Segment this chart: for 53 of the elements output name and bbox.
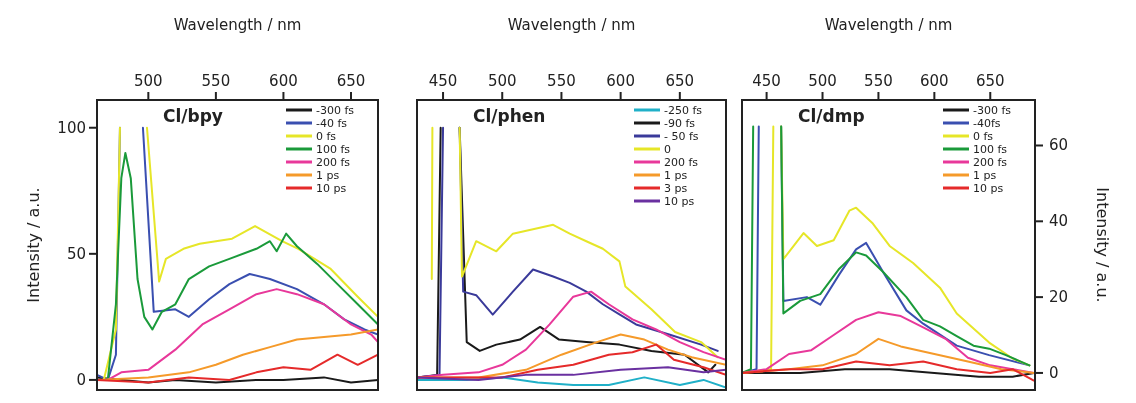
legend-label: 0 <box>664 143 671 156</box>
y-tick-label: 50 <box>66 244 86 263</box>
line-series <box>97 353 378 384</box>
legend-label: 200 fs <box>316 156 351 169</box>
y-tick-label: 100 <box>57 118 86 137</box>
legend-label: 100 fs <box>973 143 1008 156</box>
legend-label: 3 ps <box>664 182 688 195</box>
y2-tick-label: 20 <box>1049 288 1069 307</box>
y2-axis-title: Intensity / a.u. <box>1093 187 1112 303</box>
y2-tick-label: 60 <box>1049 136 1069 155</box>
x-tick-label: 650 <box>975 72 1005 90</box>
line-series <box>742 360 1035 382</box>
legend-label: 0 fs <box>316 130 337 143</box>
legend-label: 100 fs <box>316 143 351 156</box>
legend-label: 0 fs <box>973 130 994 143</box>
legend-label: 10 ps <box>664 195 695 208</box>
x-tick-label: 650 <box>336 72 366 90</box>
x-tick-label: 450 <box>428 72 458 90</box>
x-tick-label: 650 <box>665 72 695 90</box>
x-tick-label: 500 <box>487 72 517 90</box>
legend-label: 200 fs <box>973 156 1008 169</box>
legend-label: -40 fs <box>316 117 348 130</box>
legend-label: - 50 fs <box>664 130 699 143</box>
x-tick-label: 600 <box>269 72 298 90</box>
x-tick-label: 450 <box>752 72 781 90</box>
legend-label: 10 ps <box>316 182 347 195</box>
x-tick-label: 600 <box>606 72 635 90</box>
legend-label: 1 ps <box>316 169 340 182</box>
legend-label: -90 fs <box>664 117 696 130</box>
y-axis-title: Intensity / a.u. <box>24 187 43 303</box>
y-tick-label: 0 <box>76 370 86 389</box>
x-axis-title: Wavelength / nm <box>824 16 953 34</box>
legend-label: -250 fs <box>664 104 703 117</box>
x-tick-label: 550 <box>201 72 231 90</box>
chart-title: Cl/dmp <box>798 106 865 126</box>
x-tick-label: 500 <box>808 72 837 90</box>
legend-label: 10 ps <box>973 182 1004 195</box>
y2-tick-label: 40 <box>1049 212 1069 231</box>
legend-label: -300 fs <box>973 104 1012 117</box>
x-axis-title: Wavelength / nm <box>507 16 636 34</box>
x-axis-title: Wavelength / nm <box>173 16 302 34</box>
y2-tick-label: 0 <box>1049 363 1059 382</box>
legend-label: -300 fs <box>316 104 355 117</box>
legend-label: -40fs <box>973 117 1001 130</box>
legend-label: 200 fs <box>664 156 699 169</box>
x-tick-label: 550 <box>864 72 893 90</box>
chart-title: Cl/bpy <box>163 106 223 126</box>
legend-label: 1 ps <box>664 169 688 182</box>
chart-title: Cl/phen <box>473 106 546 126</box>
legend-label: 1 ps <box>973 169 997 182</box>
x-tick-label: 500 <box>134 72 163 90</box>
x-tick-label: 550 <box>547 72 576 90</box>
x-tick-label: 600 <box>920 72 949 90</box>
